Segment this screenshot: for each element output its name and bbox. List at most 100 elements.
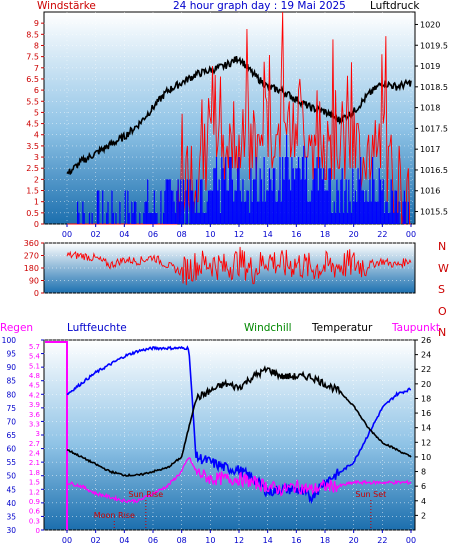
temperature-tick-label: 24	[421, 351, 431, 360]
wind-tick-label: 2	[34, 175, 39, 184]
astro-annotations: Sun Rise Moon Rise Sun Set	[94, 490, 386, 530]
wind-tick-label: 3.5	[26, 142, 39, 151]
humidity-tick-label: 100	[2, 336, 17, 345]
pressure-tick-label: 1017.5	[420, 124, 448, 133]
pressure-series	[66, 56, 412, 176]
temperature-tick-label: 2	[421, 511, 426, 520]
wind-tick-label: 9	[34, 19, 39, 28]
rain-tick-label: 0.9	[29, 498, 40, 506]
x-tick-label: 12	[234, 230, 244, 239]
direction-tick-label: 90	[29, 277, 39, 286]
temperature-humidity-ticks: 30 35 40 45 50 55 60 65 70 75 80 85 90 95 100 0 0.30.6 0.…	[2, 336, 432, 535]
temperature-tick-label: 26	[421, 336, 431, 345]
direction-tick-label: 180	[24, 264, 39, 273]
x-tick-label: 00	[406, 536, 416, 545]
temperature-tick-label: 4	[421, 497, 426, 506]
wind-tick-label: 7.5	[26, 53, 39, 62]
humidity-tick-label: 55	[6, 458, 16, 467]
annotation-label: Moon Rise	[94, 511, 135, 520]
rain-tick-label: 2.1	[29, 459, 40, 467]
humidity-label: Luftfeuchte	[67, 322, 127, 334]
wind-tick-label: 6	[34, 86, 39, 95]
x-tick-label: 20	[349, 230, 359, 239]
annotation-label: Sun Set	[355, 490, 386, 499]
rain-tick-label: 0	[36, 527, 40, 535]
pressure-tick-label: 1016.5	[420, 166, 448, 175]
rain-tick-label: 0.3	[29, 517, 40, 525]
pressure-tick-label: 1020	[420, 20, 440, 29]
humidity-tick-label: 60	[6, 445, 16, 454]
humidity-tick-label: 95	[6, 350, 16, 359]
wind-tick-label: 5	[34, 108, 39, 117]
x-tick-label: 22	[377, 536, 387, 545]
temperature-label: Temperatur	[311, 322, 373, 334]
windchill-label: Windchill	[244, 322, 292, 334]
x-tick-label: 14	[263, 536, 273, 545]
humidity-tick-label: 80	[6, 390, 16, 399]
wind-tick-label: 5.5	[26, 97, 39, 106]
humidity-tick-label: 40	[6, 499, 16, 508]
x-tick-label: 10	[205, 230, 215, 239]
humidity-tick-label: 50	[6, 472, 16, 481]
wind-tick-label: 1.5	[26, 187, 39, 196]
rain-tick-label: 2.4	[29, 450, 41, 458]
panel3-x-ticks: 00 02 04 06 08 10 12 14 16 18 20 22 00	[62, 530, 416, 545]
wind-tick-label: 8	[34, 41, 39, 50]
compass-label: W	[438, 262, 449, 275]
wind-axis-ticks: 0 0.5 1 1.5 2 2.5 3 3.5 4 4.5 5 5.5 6 6.5 7 7.5 8 8.5 9	[26, 19, 44, 229]
wind-direction-panel	[43, 242, 416, 294]
dewpoint-label: Taupunkt	[391, 322, 440, 334]
x-tick-label: 22	[377, 230, 387, 239]
rain-tick-label: 5.1	[29, 362, 40, 370]
wind-tick-label: 0.5	[26, 209, 39, 218]
x-tick-label: 08	[177, 536, 187, 545]
direction-tick-label: 360	[24, 239, 39, 248]
temperature-tick-label: 8	[421, 468, 426, 477]
pressure-axis-label: Luftdruck	[370, 0, 420, 12]
wind-tick-label: 7	[34, 64, 39, 73]
direction-tick-label: 270	[24, 252, 39, 261]
x-tick-label: 14	[263, 230, 273, 239]
humidity-tick-label: 75	[6, 404, 16, 413]
chart-title: 24 hour graph day : 19 Mai 2025	[173, 0, 346, 12]
x-tick-label: 04	[119, 536, 129, 545]
rain-tick-label: 5.7	[29, 343, 40, 351]
direction-tick-label: 0	[34, 289, 39, 298]
temperature-tick-label: 10	[421, 453, 431, 462]
wind-tick-label: 2.5	[26, 164, 39, 173]
wind-tick-label: 8.5	[26, 30, 39, 39]
pressure-tick-label: 1019	[420, 62, 440, 71]
rain-tick-label: 2.7	[29, 440, 40, 448]
annotation-label: Sun Rise	[129, 490, 164, 499]
x-tick-label: 16	[291, 536, 301, 545]
rain-tick-label: 1.5	[29, 479, 40, 487]
compass-label: S	[438, 283, 445, 296]
pressure-axis-ticks: 1015.5 1016 1016.5 1017 1017.5 1018 1018.5 1019…	[415, 20, 448, 217]
temperature-tick-label: 14	[421, 424, 431, 433]
rain-label: Regen	[0, 322, 33, 334]
series-taupunkt-line	[66, 457, 412, 505]
wind-tick-label: 3	[34, 153, 39, 162]
wind-tick-label: 6.5	[26, 75, 39, 84]
panel1-x-ticks: 00 02 04 06 08 10 12 14 16 18 20 22 00	[62, 224, 416, 239]
rain-tick-label: 0.6	[29, 508, 41, 516]
wind-direction-line	[66, 246, 412, 286]
wind-gust-bars	[76, 134, 409, 224]
rain-tick-label: 3.6	[29, 411, 41, 419]
humidity-tick-label: 65	[6, 431, 16, 440]
temperature-humidity-series	[45, 341, 412, 530]
rain-tick-label: 4.5	[29, 382, 40, 390]
rain-tick-label: 4.2	[29, 391, 40, 399]
pressure-tick-label: 1018	[420, 104, 440, 113]
x-tick-label: 04	[119, 230, 129, 239]
compass-label: N	[438, 326, 446, 339]
wind-direction-series	[66, 246, 412, 286]
x-tick-label: 20	[349, 536, 359, 545]
wind-tick-label: 1	[34, 198, 39, 207]
temperature-tick-label: 12	[421, 438, 431, 447]
pressure-tick-label: 1019.5	[420, 41, 448, 50]
rain-tick-label: 4.8	[29, 372, 40, 380]
rain-indicator	[45, 341, 68, 530]
wind-tick-label: 0	[34, 220, 39, 229]
temperature-tick-label: 22	[421, 365, 431, 374]
